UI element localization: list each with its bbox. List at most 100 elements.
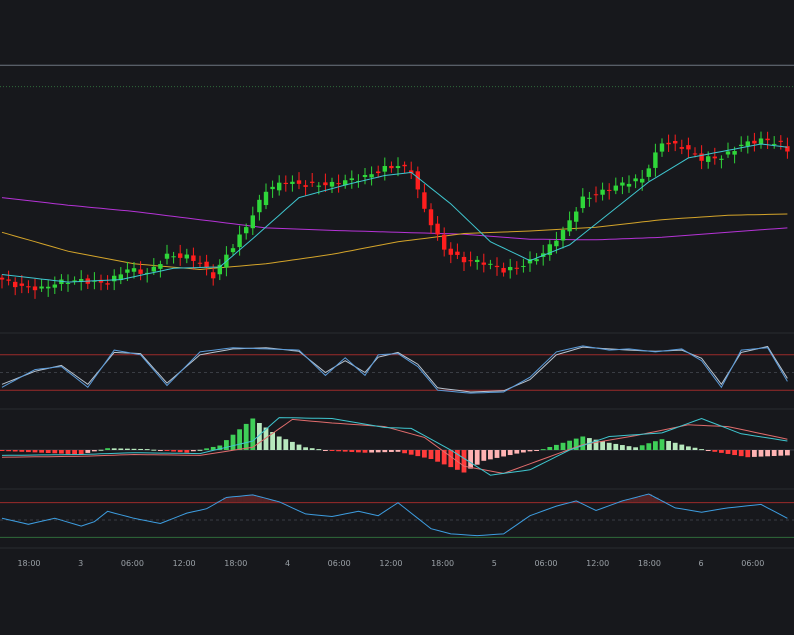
time-axis-label: 12:00 [173, 559, 196, 568]
macd-histogram-bar [540, 449, 546, 451]
candle-body [554, 240, 559, 247]
rsi-overbought-fill [625, 499, 633, 503]
candle-body [514, 267, 519, 269]
candle-body [640, 178, 645, 183]
candle-body [178, 253, 183, 258]
macd-histogram-bar [468, 450, 473, 469]
macd-histogram-bar [309, 448, 315, 450]
macd-histogram-bar [402, 450, 407, 454]
candle-body [448, 248, 453, 255]
macd-signal-line [1, 418, 788, 474]
candle-body [98, 279, 104, 283]
candle-body [369, 174, 374, 178]
macd-histogram-bar [270, 432, 275, 450]
macd-histogram-bar [204, 448, 209, 450]
macd-histogram-bar [276, 436, 282, 450]
price-panel[interactable] [0, 64, 794, 299]
candle-body [633, 178, 638, 182]
candle-body [593, 194, 599, 196]
time-axis-label: 6 [699, 559, 704, 568]
macd-histogram-bar [573, 438, 579, 450]
candle-body [277, 182, 282, 191]
candle-body [310, 181, 315, 183]
candle-body [567, 220, 572, 232]
stochastic-panel[interactable] [0, 345, 794, 394]
macd-histogram-bar [488, 450, 493, 460]
candle-body [758, 138, 764, 145]
candle-body [488, 263, 493, 265]
macd-histogram-bar [224, 440, 229, 450]
macd-histogram-bar [6, 450, 11, 452]
candle-body [461, 256, 467, 263]
macd-histogram-bar [59, 450, 64, 454]
macd-histogram-bar [639, 445, 645, 450]
candle-body [712, 156, 717, 159]
macd-histogram-bar [395, 450, 401, 452]
time-axis-label: 12:00 [379, 559, 402, 568]
macd-histogram-bar [745, 450, 751, 458]
candle-body [521, 265, 526, 267]
macd-histogram-bar [672, 442, 678, 450]
candle-body [32, 286, 38, 291]
macd-histogram-bar [785, 450, 790, 456]
macd-histogram-bar [389, 450, 394, 452]
time-axis-label: 4 [285, 559, 290, 568]
macd-histogram-bar [85, 450, 91, 453]
macd-histogram-bar [732, 450, 737, 456]
macd-histogram-bar [0, 450, 5, 451]
candle-body [105, 283, 110, 285]
macd-histogram-bar [369, 450, 374, 453]
macd-histogram-bar [547, 447, 553, 450]
macd-histogram-bar [316, 449, 322, 451]
macd-histogram-bar [435, 450, 440, 462]
rsi-line [1, 493, 788, 537]
candle-body [316, 185, 321, 187]
macd-histogram-bar [356, 450, 361, 453]
macd-histogram-bar [758, 450, 764, 457]
macd-histogram-bar [138, 448, 143, 450]
candle-body [39, 286, 44, 289]
macd-histogram-bar [210, 446, 216, 450]
macd-histogram-bar [448, 450, 454, 468]
macd-histogram-bar [349, 450, 355, 452]
macd-histogram-bar [151, 449, 157, 451]
time-axis-label: 18:00 [431, 559, 454, 568]
candle-body [376, 171, 381, 174]
candle-body [65, 282, 71, 284]
time-axis-label: 12:00 [586, 559, 609, 568]
macd-histogram-bar [375, 450, 381, 453]
rsi-overbought-fill [236, 496, 243, 503]
macd-histogram-bar [534, 450, 539, 451]
macd-histogram-bar [78, 450, 84, 455]
candle-body [501, 267, 506, 273]
rsi-overbought-fill [645, 494, 653, 503]
candle-body [785, 146, 790, 152]
macd-histogram-bar [593, 439, 599, 450]
candle-body [118, 274, 123, 281]
macd-histogram-bar [191, 450, 196, 452]
candle-body [679, 147, 684, 149]
rsi-overbought-fill [619, 500, 626, 503]
candle-body [494, 265, 500, 268]
rsi-panel[interactable] [0, 493, 794, 538]
candle-body [244, 227, 249, 234]
time-axis-label: 06:00 [121, 559, 144, 568]
time-axis: 18:00 3 06:00 12:00 18:00 4 06:00 12:00 18:00 5 06… [17, 559, 764, 568]
macd-histogram-bar [197, 449, 203, 451]
candle-body [79, 279, 84, 282]
macd-panel[interactable] [0, 417, 794, 476]
candle-body [692, 153, 698, 155]
candle-body [613, 185, 618, 191]
rsi-overbought-fill [216, 501, 224, 503]
candle-body [752, 140, 757, 144]
macd-histogram-bar [606, 442, 612, 450]
macd-histogram-bar [283, 439, 289, 450]
macd-histogram-bar [666, 441, 671, 450]
macd-histogram-bar [171, 450, 176, 452]
time-axis-label: 06:00 [534, 559, 557, 568]
macd-histogram-bar [303, 447, 308, 450]
candle-body [131, 268, 137, 272]
macd-histogram-bar [580, 436, 586, 450]
rsi-overbought-fill [262, 498, 270, 503]
